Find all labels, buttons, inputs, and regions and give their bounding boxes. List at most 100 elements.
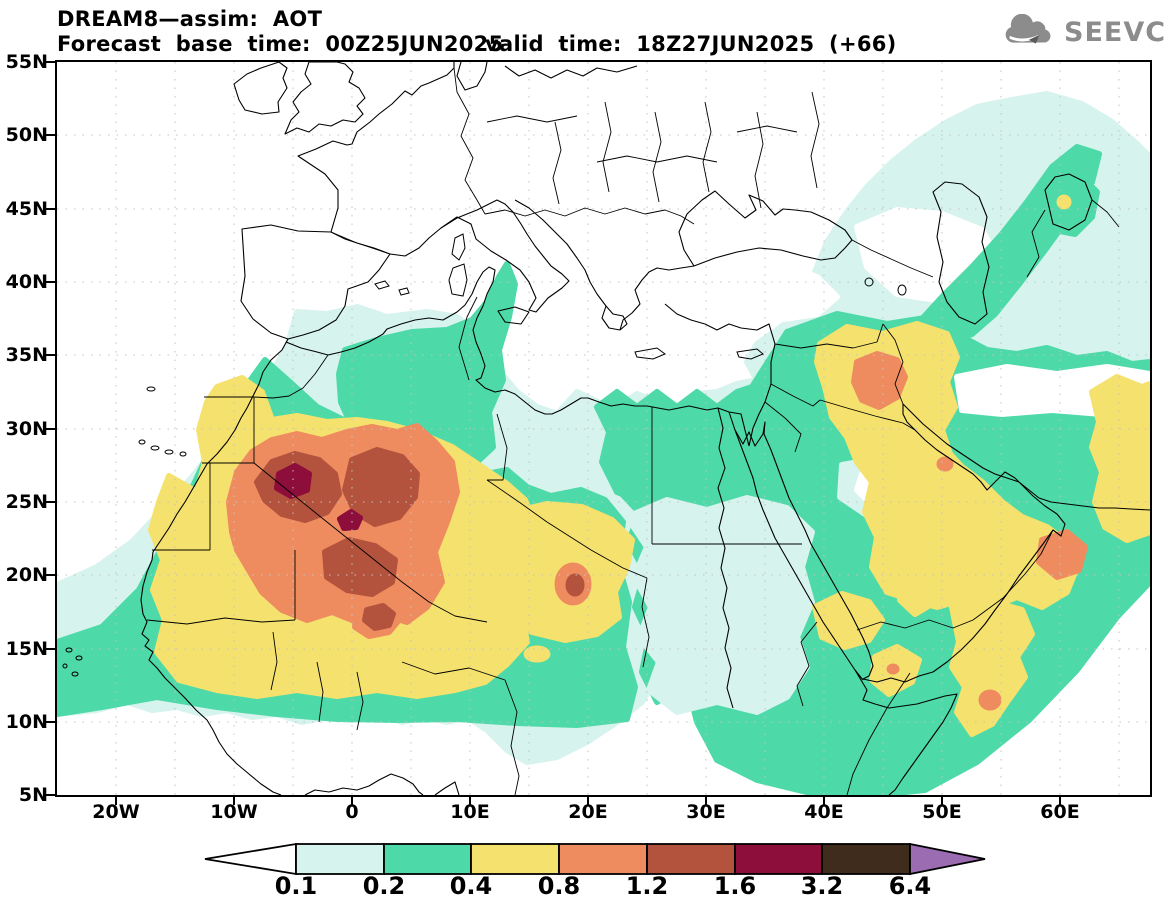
aot-region-0p4-east-edge	[1089, 374, 1153, 543]
lon-tick	[823, 797, 825, 805]
aot-region-0p8-iraq	[851, 351, 908, 410]
colorbar-seg-4	[558, 843, 648, 875]
lon-tick	[351, 797, 353, 805]
colorbar-seg-7	[821, 843, 911, 875]
coast-denmark	[456, 61, 488, 91]
lon-tick	[941, 797, 943, 805]
aot-region-1p2-east-lobe	[342, 447, 420, 527]
lat-tick	[46, 208, 55, 210]
aot-region-1p6-core-b	[337, 509, 363, 531]
page-title: DREAM8—assim: AOT	[57, 7, 323, 31]
colorbar-value: 3.2	[800, 872, 844, 900]
coast-cyprus	[736, 348, 764, 360]
country-borders	[146, 67, 1120, 796]
coast-baltic	[504, 65, 638, 79]
lat-tick	[46, 428, 55, 430]
lon-tick	[587, 797, 589, 805]
aot-region-0p4-redsea-e	[897, 561, 942, 617]
aot-region-1p2-niger	[362, 603, 396, 631]
colorbar-value: 1.6	[713, 872, 757, 900]
lat-label: 50N	[5, 124, 48, 146]
coast-italy	[440, 199, 570, 313]
lon-label: 30E	[686, 801, 726, 823]
coast-iran-makran	[902, 403, 1151, 511]
coast-nafrica-west-med	[285, 266, 750, 447]
lon-tick	[1059, 797, 1061, 805]
coast-africa-atlantic	[140, 338, 289, 796]
colorbar-seg-5	[646, 843, 736, 875]
valid-time: valid time: 18Z27JUN2025 (+66)	[485, 32, 897, 56]
lon-tick	[705, 797, 707, 805]
lat-label: 45N	[5, 198, 48, 220]
white-hole-congo	[524, 754, 720, 798]
lat-label: 55N	[5, 51, 48, 73]
forecast-base-time: Forecast base time: 00Z25JUN2025	[57, 32, 504, 56]
aot-region-1p2-chad	[565, 573, 585, 597]
lat-tick	[46, 501, 55, 503]
lat-tick	[46, 354, 55, 356]
lat-tick	[46, 794, 55, 796]
lat-label: 40N	[5, 271, 48, 293]
colorbar-arrow-high	[909, 842, 986, 876]
lat-tick	[46, 61, 55, 63]
coast-corsica	[451, 233, 466, 261]
aot-region-0p4-horn	[949, 597, 1035, 737]
aot-region-0p8-horn-core	[978, 689, 1002, 711]
colorbar-seg-6	[734, 843, 823, 875]
coast-france-west	[297, 62, 455, 233]
aot-map-canvas	[54, 61, 1153, 798]
coast-turkey-levant	[664, 303, 776, 447]
lon-label: 20E	[568, 801, 608, 823]
cloud-icon	[1005, 14, 1051, 44]
lon-tick	[469, 797, 471, 805]
colorbar-value: 0.8	[537, 872, 581, 900]
aot-dot-caspian	[1056, 194, 1072, 210]
lake-van	[864, 277, 874, 287]
lon-label: 0	[345, 801, 359, 823]
colorbar-seg-1	[295, 843, 385, 875]
aot-region-0p8-saudi-dot	[936, 456, 954, 472]
colorbar-value: 0.2	[362, 872, 406, 900]
seevccc-logo: SEEVCCC	[1000, 14, 1165, 50]
atlantic-islands	[62, 386, 187, 677]
logo-text: SEEVCCC	[1064, 16, 1165, 48]
coast-blacksea	[678, 190, 853, 267]
lat-label: 35N	[5, 344, 48, 366]
colorbar-seg-3	[470, 843, 560, 875]
lon-label: 20W	[92, 801, 140, 823]
coast-ireland	[233, 61, 288, 115]
coast-redsea-east	[763, 433, 874, 680]
colorbar-value: 0.4	[449, 872, 493, 900]
coast-balearics	[374, 280, 410, 296]
coastlines	[62, 61, 1151, 796]
aot-dot-sahel-b	[479, 643, 499, 657]
lat-label: 10N	[5, 711, 48, 733]
coast-crete	[634, 347, 666, 360]
coast-arabia-south-gulf	[862, 404, 1066, 683]
lon-label: 10E	[450, 801, 490, 823]
lake-urmia	[897, 284, 907, 296]
lat-label: 5N	[18, 784, 48, 806]
aot-region-1p2-south-lobe	[322, 537, 398, 597]
graticule	[57, 62, 1150, 795]
coast-france-med	[389, 227, 442, 257]
aot-region-0p8-oman	[1036, 529, 1088, 580]
aot-region-0p4-redsea-w	[812, 591, 885, 650]
colorbar-arrow-low	[204, 842, 297, 876]
lat-tick	[46, 134, 55, 136]
lat-tick	[46, 721, 55, 723]
map-plot-area	[54, 60, 1153, 798]
lat-label: 30N	[5, 418, 48, 440]
colorbar	[204, 842, 986, 876]
lat-tick	[46, 574, 55, 576]
aot-region-0p8-bab-dot	[886, 663, 900, 675]
colorbar-seg-2	[383, 843, 472, 875]
aot-region-0p4-chad	[474, 501, 635, 643]
coast-britain	[284, 61, 366, 135]
lon-label: 60E	[1040, 801, 1080, 823]
river-nile	[717, 407, 734, 709]
lon-label: 50E	[922, 801, 962, 823]
lat-label: 25N	[5, 491, 48, 513]
aot-dot-sahel-a	[523, 645, 551, 663]
colorbar-value: 1.2	[625, 872, 669, 900]
